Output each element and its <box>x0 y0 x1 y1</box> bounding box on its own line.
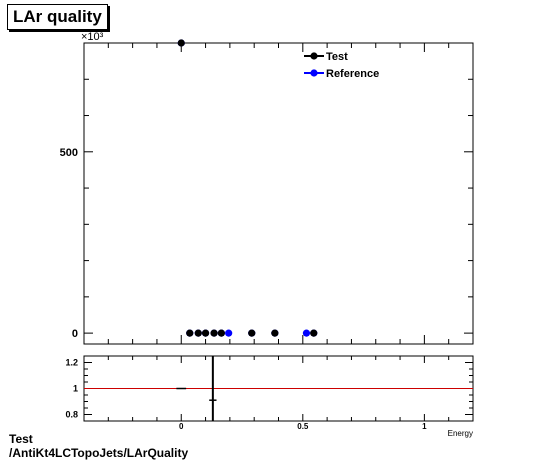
test-point <box>201 329 210 337</box>
main-panel: 0 500 ×10³ Test Reference <box>60 31 474 345</box>
ratio-x-tick-label: 0 <box>179 422 184 431</box>
test-point <box>248 329 256 337</box>
ratio-x-tick-label: 0.5 <box>297 422 309 431</box>
legend-reference-label: Reference <box>326 68 379 80</box>
y-exponent-label: ×10³ <box>81 31 104 43</box>
legend-reference-marker <box>310 69 318 77</box>
legend-test-marker <box>310 52 318 60</box>
plot-title: LAr quality <box>7 4 108 30</box>
ratio-y-tick-label: 0.8 <box>65 410 78 420</box>
test-point <box>186 329 194 337</box>
test-point <box>210 329 218 337</box>
ratio-y-tick-label: 1.2 <box>65 358 78 368</box>
test-point <box>194 329 202 337</box>
main-plot-frame <box>83 42 474 345</box>
test-point <box>271 329 279 337</box>
y-tick-label: 0 <box>72 328 78 340</box>
reference-point <box>225 329 233 337</box>
footer-path-label: /AntiKt4LCTopoJets/LArQuality <box>9 446 189 460</box>
legend-test-label: Test <box>326 51 348 63</box>
reference-point <box>302 329 311 337</box>
test-point <box>310 329 318 337</box>
test-point <box>217 329 225 337</box>
ratio-panel: 0.8 1 1.2 0 0.5 1 Energy <box>65 355 474 438</box>
x-axis-label: Energy <box>448 429 473 438</box>
test-point <box>177 39 185 47</box>
ratio-y-tick-label: 1 <box>73 384 78 394</box>
footer-test-label: Test <box>9 432 33 446</box>
y-tick-label: 500 <box>60 147 78 159</box>
ratio-x-tick-label: 1 <box>422 422 427 431</box>
